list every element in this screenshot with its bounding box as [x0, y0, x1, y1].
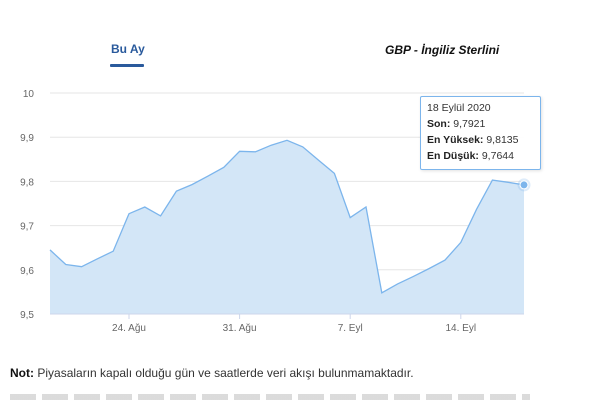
tooltip-high: En Yüksek: 9,8135 — [427, 132, 534, 148]
x-tick-label: 14. Eyl — [446, 323, 477, 334]
y-tick-label: 9,6 — [20, 266, 34, 277]
tooltip-last-value: 9,7921 — [453, 118, 486, 130]
tooltip-last: Son: 9,7921 — [427, 116, 534, 132]
tooltip-high-value: 9,8135 — [486, 134, 519, 146]
tooltip-date: 18 Eylül 2020 — [427, 102, 491, 114]
tooltip-low: En Düşük: 9,7644 — [427, 148, 534, 164]
note-label: Not: — [10, 366, 34, 380]
market-closed-note: Not: Piyasaların kapalı olduğu gün ve sa… — [10, 366, 414, 380]
cropped-text-line — [10, 394, 530, 400]
tooltip-high-label: En Yüksek: — [427, 134, 484, 146]
y-tick-label: 9,9 — [20, 133, 34, 144]
x-tick-label: 31. Ağu — [223, 323, 257, 334]
tooltip-last-label: Son: — [427, 118, 451, 130]
chart-tooltip: 18 Eylül 2020 Son: 9,7921 En Yüksek: 9,8… — [420, 96, 541, 170]
tooltip-low-value: 9,7644 — [481, 150, 514, 162]
series-line — [49, 139, 525, 294]
highlight-point — [519, 180, 529, 190]
tab-this-month[interactable]: Bu Ay — [111, 42, 145, 56]
chart-title: GBP - İngiliz Sterlini — [385, 43, 500, 57]
note-text: Piyasaların kapalı olduğu gün ve saatler… — [37, 366, 414, 380]
x-tick-label: 24. Ağu — [112, 323, 146, 334]
tooltip-low-label: En Düşük: — [427, 150, 479, 162]
y-tick-label: 10 — [23, 89, 35, 100]
y-tick-label: 9,7 — [20, 222, 34, 233]
series-area — [50, 140, 524, 314]
price-chart[interactable]: 10 9,9 9,8 9,7 9,6 9,5 24. Ağu 31. Ağu 7. Eyl 14.… — [0, 80, 600, 342]
y-tick-label: 9,8 — [20, 177, 34, 188]
x-tick-label: 7. Eyl — [338, 323, 363, 334]
active-tab-indicator — [110, 64, 144, 67]
y-tick-label: 9,5 — [20, 310, 34, 321]
